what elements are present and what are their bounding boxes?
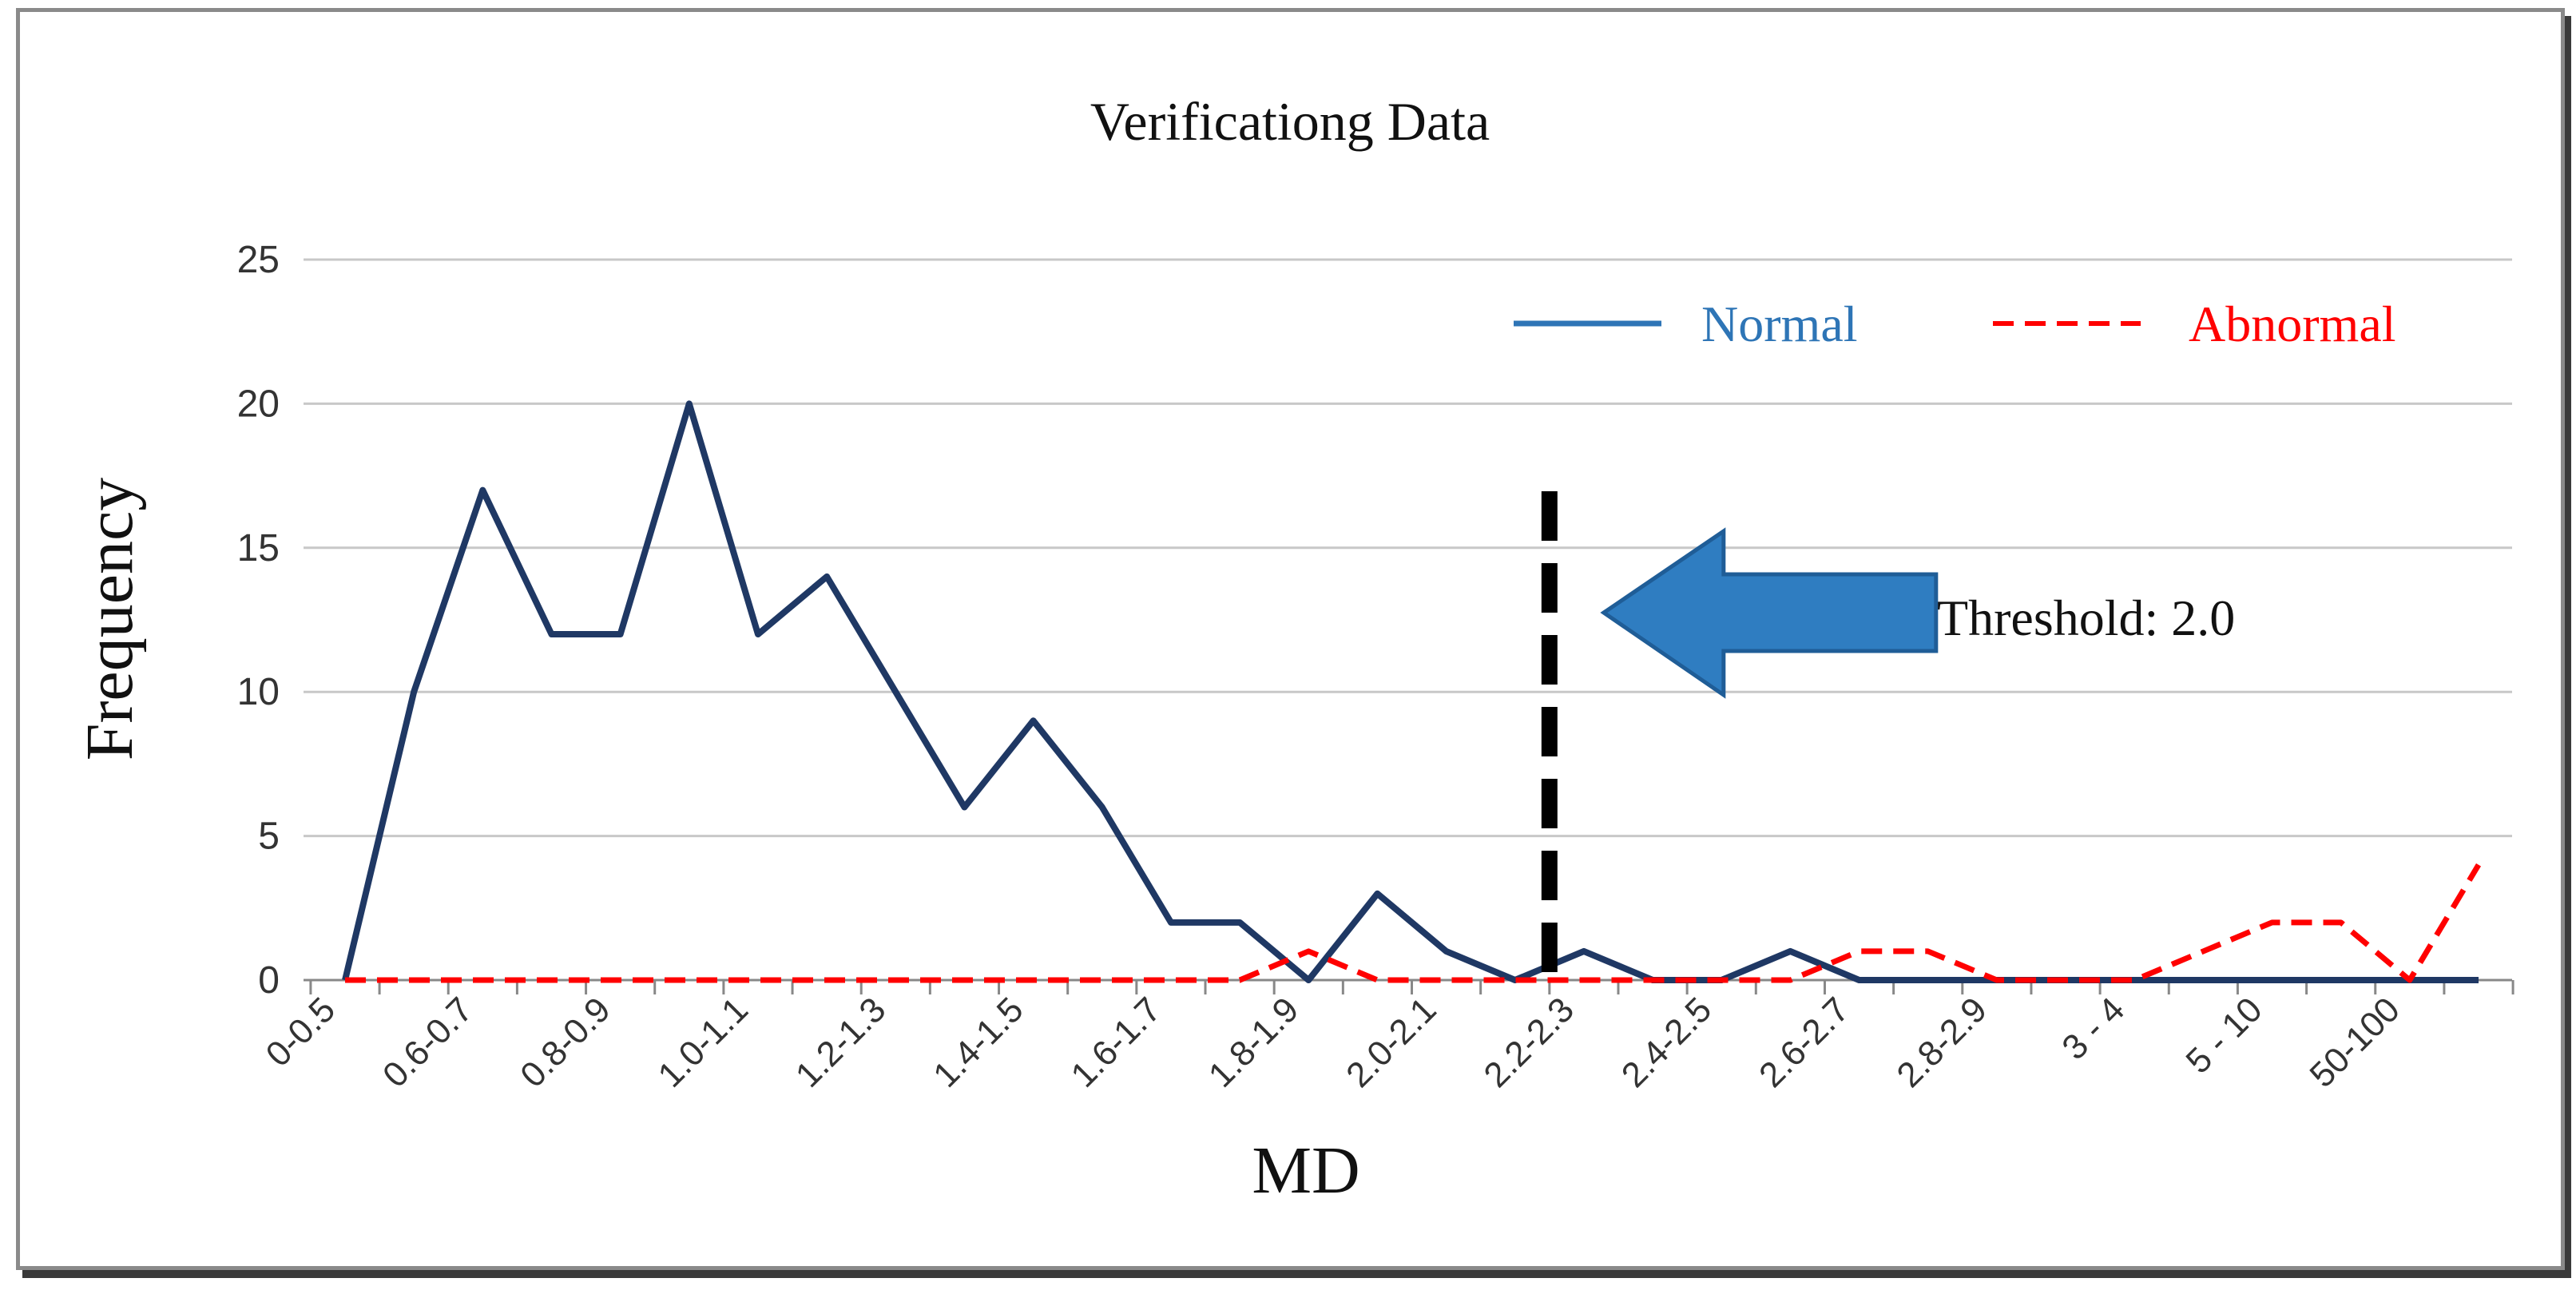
series-line-abnormal [345, 863, 2482, 983]
x-tick-label-1.0-1.1: 1.0-1.1 [651, 990, 756, 1095]
y-tick-label-10: 10 [237, 671, 280, 713]
y-tick-label-0: 0 [258, 959, 280, 1002]
x-axis-ticks: 0-0.5 0.6-0.7 0.8-0.9 1.0-1.1 1.2-1.3 1.4-1.5… [259, 980, 2514, 1095]
x-axis-label: MD [1252, 1133, 1359, 1208]
x-tick-label-0-0.5: 0-0.5 [259, 990, 343, 1074]
chart-title: Verificationg Data [1090, 91, 1490, 152]
x-tick-label-50-100: 50-100 [2302, 990, 2407, 1095]
x-tick-label-3 - 4: 3 - 4 [2054, 990, 2132, 1067]
legend-label-normal: Normal [1701, 296, 1858, 352]
x-tick-label-1.2-1.3: 1.2-1.3 [788, 990, 894, 1095]
legend-label-abnormal: Abnormal [2189, 296, 2396, 352]
x-tick-label-2.4-2.5: 2.4-2.5 [1614, 990, 1720, 1095]
x-tick-label-1.6-1.7: 1.6-1.7 [1063, 990, 1169, 1095]
x-tick-label-2.8-2.9: 2.8-2.9 [1889, 990, 1995, 1095]
y-tick-label-20: 20 [237, 383, 280, 425]
chart-frame: Verificationg Data 0 5 10 15 20 25 0-0.5 0.6-0… [16, 8, 2565, 1270]
x-tick-label-2.0-2.1: 2.0-2.1 [1339, 990, 1444, 1095]
y-axis-label: Frequency [73, 478, 147, 761]
threshold-label: Threshold: 2.0 [1937, 589, 2235, 646]
legend: Normal Abnormal [1514, 296, 2396, 352]
x-tick-label-1.4-1.5: 1.4-1.5 [926, 990, 1031, 1095]
threshold-arrow [1600, 527, 1939, 699]
series-lines [342, 400, 2482, 983]
x-tick-label-2.6-2.7: 2.6-2.7 [1752, 990, 1857, 1095]
x-tick-label-2.2-2.3: 2.2-2.3 [1476, 990, 1582, 1095]
threshold-marker: Threshold: 2.0 [1541, 491, 2235, 980]
x-tick-label-5 - 10: 5 - 10 [2178, 990, 2269, 1081]
y-tick-label-15: 15 [237, 527, 280, 570]
y-tick-label-25: 25 [237, 239, 280, 281]
x-tick-label-0.6-0.7: 0.6-0.7 [375, 990, 481, 1095]
x-tick-label-0.8-0.9: 0.8-0.9 [513, 990, 618, 1095]
y-tick-label-5: 5 [258, 816, 280, 858]
y-axis-ticks: 0 5 10 15 20 25 [237, 239, 280, 1002]
line-chart: Verificationg Data 0 5 10 15 20 25 0-0.5 0.6-0… [73, 91, 2514, 1208]
x-tick-label-1.8-1.9: 1.8-1.9 [1201, 990, 1307, 1095]
